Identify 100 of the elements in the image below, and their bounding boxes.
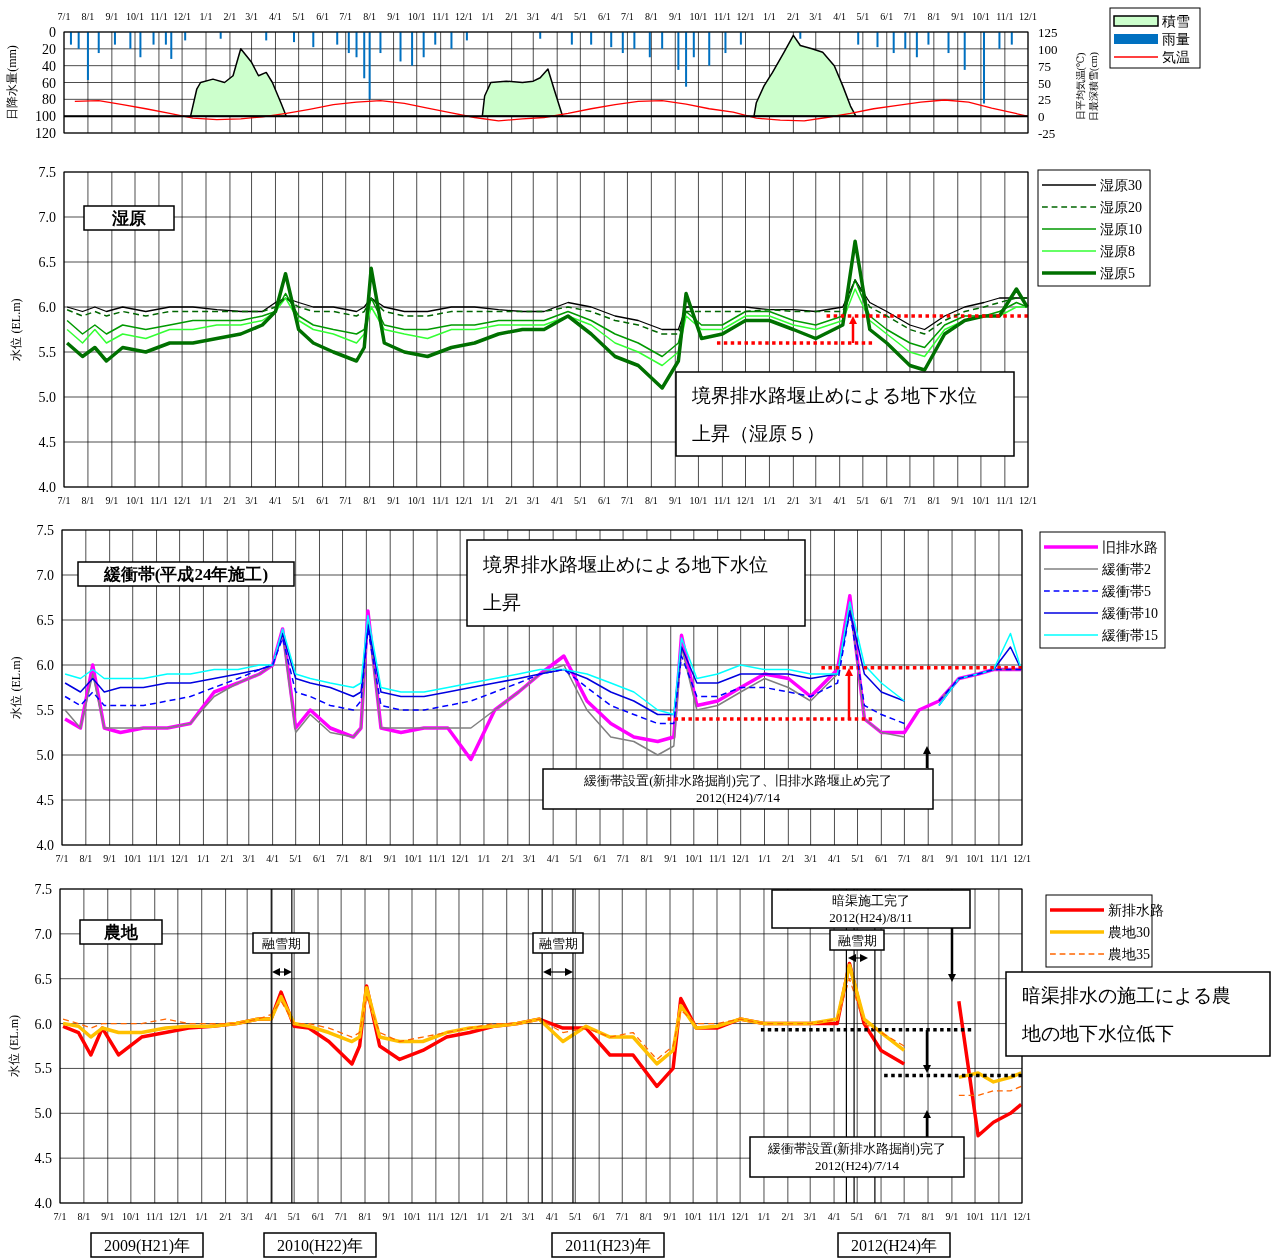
x-tick-label: 12/1 xyxy=(173,495,191,506)
x-tick-label: 6/1 xyxy=(597,11,611,22)
annotation: 融雪期 xyxy=(532,932,584,954)
x-tick-label: 7/1 xyxy=(57,495,71,506)
x-tick-label: 12/1 xyxy=(1013,853,1031,864)
panel-title: 湿原 xyxy=(83,205,175,231)
y-tick-label: 5.5 xyxy=(34,1061,52,1077)
y-axis-title: 水位 (EL.m) xyxy=(9,656,23,719)
y-tick-label: 5.0 xyxy=(36,748,54,763)
x-tick-label: 4/1 xyxy=(833,495,847,506)
y-tick-label: 5.5 xyxy=(38,345,56,360)
x-tick-label: 8/1 xyxy=(79,853,93,864)
x-tick-label: 6/1 xyxy=(313,853,326,864)
y-tick-label: 5.0 xyxy=(34,1106,52,1122)
x-tick-label: 7/1 xyxy=(903,495,917,506)
x-tick-label: 10/1 xyxy=(972,11,990,22)
y-tick-label: 40 xyxy=(42,58,56,74)
x-tick-label: 8/1 xyxy=(81,11,95,22)
x-tick-label: 8/1 xyxy=(81,495,95,506)
y-axis-title: 水位 (EL.m) xyxy=(7,1015,21,1077)
x-tick-label: 6/1 xyxy=(316,11,329,22)
y-tick-label: 7.0 xyxy=(38,210,56,225)
y2-tick-label: -25 xyxy=(1038,126,1056,141)
legend-label: 湿原5 xyxy=(1100,266,1135,281)
x-tick-label: 5/1 xyxy=(568,1211,582,1222)
x-tick-label: 2/1 xyxy=(781,1211,795,1222)
annotation: 暗渠排水の施工による農地の地下水位低下 xyxy=(1005,971,1271,1057)
x-tick-label: 7/1 xyxy=(897,1211,911,1222)
annotation: 融雪期 xyxy=(538,935,578,951)
x-tick-label: 10/1 xyxy=(407,11,426,22)
x-tick-label: 4/1 xyxy=(269,11,282,22)
x-tick-label: 2/1 xyxy=(505,495,519,506)
x-tick-label: 10/1 xyxy=(966,853,985,864)
y-tick-label: 4.0 xyxy=(38,480,56,495)
y-axis-title: 水位 (EL.m) xyxy=(9,298,23,361)
x-tick-label: 8/1 xyxy=(77,1211,91,1222)
x-tick-label: 3/1 xyxy=(522,853,536,864)
x-tick-label: 12/1 xyxy=(736,495,755,506)
x-tick-label: 11/1 xyxy=(150,11,168,22)
y2-axis-title: 日平均気温(℃) 日最深積雪(cm) xyxy=(1075,52,1100,121)
x-tick-label: 1/1 xyxy=(763,11,776,22)
x-tick-label: 9/1 xyxy=(668,11,682,22)
x-tick-label: 11/1 xyxy=(713,495,732,506)
x-tick-label: 11/1 xyxy=(996,495,1014,506)
x-tick-label: 1/1 xyxy=(199,11,213,22)
x-tick-label: 3/1 xyxy=(809,495,823,506)
x-tick-label: 8/1 xyxy=(644,11,658,22)
x-tick-label: 12/1 xyxy=(731,853,750,864)
x-tick-label: 3/1 xyxy=(521,1211,535,1222)
y2-tick-label: 100 xyxy=(1038,41,1058,57)
x-tick-label: 10/1 xyxy=(407,495,426,506)
x-tick-label: 9/1 xyxy=(105,495,119,506)
x-tick-label: 10/1 xyxy=(972,495,990,506)
x-tick-label: 8/1 xyxy=(358,1211,372,1222)
annotation: 2010(H22)年 xyxy=(263,1232,377,1258)
x-tick-label: 8/1 xyxy=(359,853,373,864)
x-tick-label: 1/1 xyxy=(197,853,210,864)
panel-title: 緩衝帯(平成24年施工) xyxy=(77,561,295,587)
x-tick-label: 12/1 xyxy=(451,853,470,864)
x-tick-label: 3/1 xyxy=(245,495,258,506)
x-tick-label: 6/1 xyxy=(597,495,611,506)
x-tick-label: 8/1 xyxy=(921,853,935,864)
x-tick-label: 1/1 xyxy=(477,853,491,864)
x-tick-label: 5/1 xyxy=(569,853,583,864)
y-tick-label: 7.5 xyxy=(36,523,54,538)
annotation: 2011(H23)年 xyxy=(551,1232,665,1258)
x-tick-label: 2/1 xyxy=(786,495,800,506)
x-tick-label: 11/1 xyxy=(713,11,732,22)
legend-label: 旧排水路 xyxy=(1102,540,1158,555)
x-tick-label: 5/1 xyxy=(292,495,306,506)
x-tick-label: 7/1 xyxy=(898,853,911,864)
legend-label: 緩衝帯15 xyxy=(1101,628,1158,643)
x-tick-label: 1/1 xyxy=(476,1211,490,1222)
legend-label: 緩衝帯5 xyxy=(1101,584,1151,599)
x-tick-label: 4/1 xyxy=(550,495,564,506)
x-tick-label: 4/1 xyxy=(545,1211,559,1222)
legend-label: 雨量 xyxy=(1162,32,1190,47)
x-tick-label: 10/1 xyxy=(684,1211,703,1222)
x-tick-label: 1/1 xyxy=(481,495,495,506)
annotation: 暗渠施工完了 2012(H24)/8/11 xyxy=(771,889,971,929)
x-tick-label: 9/1 xyxy=(387,11,400,22)
legend-label: 気温 xyxy=(1162,50,1190,65)
legend-label: 湿原30 xyxy=(1100,178,1142,193)
legend-label: 農地35 xyxy=(1108,947,1150,962)
x-tick-label: 5/1 xyxy=(287,1211,301,1222)
annotation: 緩衝帯設置(新排水路掘削)完了 2012(H24)/7/14 xyxy=(767,1141,946,1174)
y-tick-label: 120 xyxy=(35,126,56,141)
x-tick-label: 7/1 xyxy=(621,495,634,506)
x-tick-label: 6/1 xyxy=(316,495,329,506)
x-tick-label: 4/1 xyxy=(266,853,279,864)
x-tick-label: 12/1 xyxy=(1013,1211,1031,1222)
annotation: 暗渠排水の施工による農地の地下水位低下 xyxy=(1021,984,1231,1044)
x-tick-label: 10/1 xyxy=(404,853,423,864)
x-tick-label: 2/1 xyxy=(219,1211,232,1222)
x-tick-label: 12/1 xyxy=(1019,495,1037,506)
x-tick-label: 2/1 xyxy=(223,11,237,22)
y-tick-label: 6.5 xyxy=(34,971,52,987)
x-tick-label: 9/1 xyxy=(663,1211,677,1222)
x-tick-label: 11/1 xyxy=(146,1211,164,1222)
x-tick-label: 6/1 xyxy=(311,1211,325,1222)
